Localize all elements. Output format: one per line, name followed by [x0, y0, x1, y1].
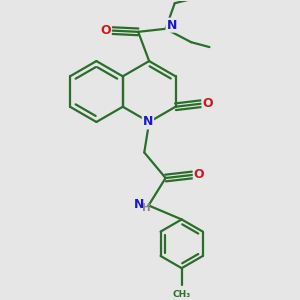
Text: O: O [202, 97, 213, 110]
Text: O: O [100, 24, 111, 37]
Text: CH₃: CH₃ [172, 290, 191, 299]
Text: N: N [134, 198, 144, 211]
Text: N: N [167, 19, 177, 32]
Text: H: H [142, 203, 151, 213]
Text: N: N [143, 116, 153, 128]
Text: O: O [194, 169, 204, 182]
